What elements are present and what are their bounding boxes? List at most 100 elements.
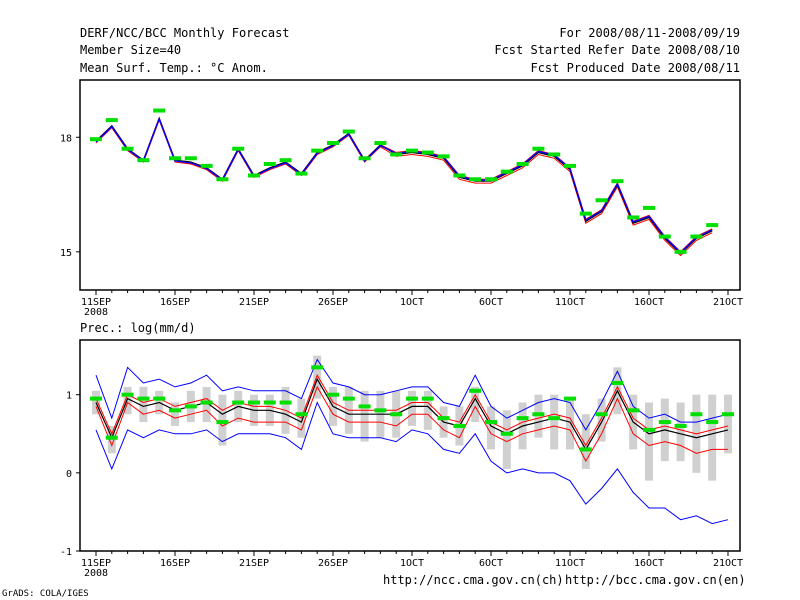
prec-obs-mark	[169, 408, 181, 413]
prec-obs-mark	[232, 400, 245, 405]
prec-obs-mark	[327, 392, 339, 397]
temp-xtick-year: 2008	[84, 307, 108, 318]
prec-obs-mark	[437, 416, 450, 421]
chart-title: DERF/NCC/BCC Monthly Forecast	[80, 26, 290, 40]
temp-obs-mark	[216, 177, 229, 182]
prec-obs-mark	[153, 396, 166, 401]
temp-xtick-label: 1OCT	[400, 297, 424, 308]
produced-date: Fcst Produced Date 2008/08/11	[530, 61, 740, 75]
prec-spread-bar	[139, 386, 148, 423]
prec-spread-bar	[471, 386, 480, 423]
grads-credit: GrADS: COLA/IGES	[2, 589, 89, 599]
temp-frame	[79, 79, 741, 291]
temp-obs-mark	[248, 173, 260, 178]
prec-obs-mark	[184, 404, 197, 409]
temp-obs-mark	[658, 234, 671, 239]
prec-spread-bar	[708, 394, 717, 481]
variable-label: Mean Surf. Temp.: °C Anom.	[80, 61, 268, 75]
prec-obs-mark	[690, 412, 703, 417]
temp-obs-mark	[627, 215, 640, 220]
prec-spread-bar	[360, 390, 369, 442]
prec-spread-bar	[502, 410, 511, 469]
temp-xtick-label: 11SEP	[81, 297, 111, 308]
temp-xtick-label: 16OCT	[634, 297, 664, 308]
temp-obs-mark	[390, 152, 403, 157]
prec-obs-mark	[263, 400, 276, 405]
prec-obs-mark	[564, 396, 576, 401]
temp-obs-mark	[90, 137, 102, 142]
prec-obs-mark	[200, 400, 213, 405]
prec-spread-bar	[676, 402, 685, 462]
prec-line-lower	[95, 385, 728, 463]
start-refer-date: Fcst Started Refer Date 2008/08/10	[494, 43, 740, 57]
prec-obs-mark	[279, 400, 292, 405]
temp-obs-mark	[406, 148, 418, 153]
prec-xtick-label: 16OCT	[634, 558, 664, 569]
prec-xtick-year: 2008	[84, 568, 108, 579]
temp-obs-mark	[469, 177, 482, 182]
temp-ytick-label: 15	[60, 248, 72, 259]
url-ch-link[interactable]: http://ncc.cma.gov.cn(ch)	[383, 573, 564, 587]
prec-obs-mark	[216, 420, 229, 425]
temp-obs-mark	[263, 162, 276, 166]
prec-obs-mark	[500, 431, 513, 436]
temp-xtick-label: 6OCT	[479, 297, 503, 308]
prec-xtick-label: 26SEP	[318, 558, 348, 569]
temp-obs-mark	[437, 154, 450, 159]
temp-obs-mark	[706, 223, 719, 228]
forecast-period: For 2008/08/11-2008/09/19	[559, 26, 740, 40]
member-size: Member Size=40	[80, 43, 182, 57]
prec-obs-mark	[390, 412, 403, 417]
temp-obs-mark	[548, 152, 561, 157]
temp-xtick-label: 26SEP	[318, 297, 348, 308]
prec-obs-mark	[722, 412, 734, 417]
temp-obs-mark	[184, 156, 197, 161]
prec-obs-mark	[579, 447, 592, 452]
prec-spread-bar	[581, 414, 590, 469]
temp-obs-mark	[311, 148, 324, 153]
temp-obs-mark	[643, 205, 655, 210]
temp-obs-mark	[137, 158, 150, 163]
temp-obs-mark	[500, 169, 513, 174]
prec-obs-mark	[105, 435, 118, 440]
prec-spread-bar	[487, 406, 495, 450]
prec-obs-mark	[611, 380, 624, 385]
prec-obs-mark	[248, 400, 260, 405]
temp-obs-mark	[674, 249, 687, 254]
temp-line-upper	[95, 116, 713, 253]
prec-obs-mark	[706, 420, 719, 425]
prec-line-mean-upper	[95, 374, 729, 447]
prec-obs-mark	[374, 408, 387, 413]
temp-obs-mark	[358, 156, 371, 161]
temp-obs-mark	[295, 171, 308, 176]
url-en-link[interactable]: http://bcc.cma.gov.cn(en)	[565, 573, 746, 587]
prec-spread-bar	[550, 394, 559, 450]
prec-obs-mark	[595, 412, 608, 417]
prec-xtick-label: 11OCT	[555, 558, 585, 569]
prec-spread-bar	[408, 390, 416, 426]
temp-obs-mark	[579, 211, 592, 216]
prec-xtick-label: 11SEP	[81, 558, 111, 569]
prec-xtick-label: 21SEP	[239, 558, 269, 569]
prec-xtick-label: 21OCT	[713, 558, 743, 569]
prec-spread-bar	[123, 386, 132, 415]
temp-obs-mark	[595, 198, 608, 203]
prec-obs-mark	[90, 396, 102, 401]
temp-line-blue	[95, 116, 713, 254]
temp-obs-mark	[532, 146, 545, 151]
prec-xtick-label: 1OCT	[400, 558, 424, 569]
prec-obs-mark	[342, 396, 355, 401]
temp-line-ensemble-mean	[95, 116, 713, 255]
prec-frame	[79, 339, 741, 552]
temp-obs-mark	[232, 146, 245, 151]
prec-obs-mark	[453, 423, 466, 428]
prec-obs-mark	[137, 396, 150, 401]
temp-xtick-label: 21SEP	[239, 297, 269, 308]
prec-ytick-label: 1	[66, 391, 72, 402]
temp-xtick-label: 11OCT	[555, 297, 585, 308]
temp-obs-mark	[153, 108, 166, 113]
prec-obs-mark	[627, 408, 640, 413]
prec-spread-bar	[566, 398, 574, 450]
prec-spread-bar	[313, 355, 322, 399]
